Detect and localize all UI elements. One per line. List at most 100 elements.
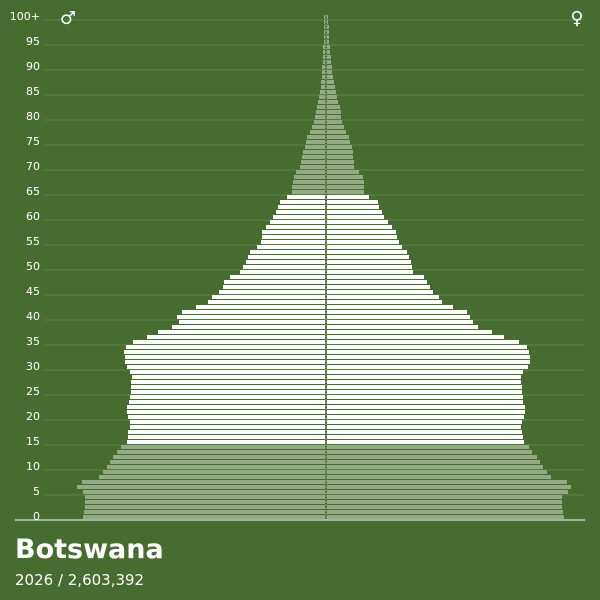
bar bbox=[327, 180, 364, 184]
bar bbox=[327, 145, 352, 149]
bar bbox=[327, 230, 396, 234]
bar bbox=[278, 205, 325, 209]
bar bbox=[315, 115, 325, 119]
bar bbox=[99, 475, 325, 479]
bar bbox=[327, 45, 330, 49]
bar bbox=[316, 110, 325, 114]
bar bbox=[327, 140, 350, 144]
bar bbox=[327, 130, 346, 134]
bar bbox=[300, 165, 325, 169]
bar bbox=[212, 295, 325, 299]
bar bbox=[327, 15, 328, 19]
bar bbox=[327, 310, 467, 314]
bar bbox=[327, 385, 522, 389]
bar bbox=[182, 310, 325, 314]
bar bbox=[126, 345, 325, 349]
bar bbox=[125, 360, 325, 364]
bar bbox=[131, 390, 325, 394]
bar bbox=[327, 465, 543, 469]
bar bbox=[302, 155, 325, 159]
bar bbox=[321, 80, 325, 84]
bar bbox=[110, 460, 325, 464]
bar bbox=[133, 340, 325, 344]
bar bbox=[327, 280, 427, 284]
y-tick-label: 5 bbox=[33, 485, 40, 498]
y-tick-label: 55 bbox=[26, 235, 40, 248]
bar bbox=[327, 40, 329, 44]
bar bbox=[327, 475, 551, 479]
bar bbox=[85, 495, 325, 499]
bar bbox=[327, 265, 412, 269]
bar bbox=[327, 285, 430, 289]
bar bbox=[327, 225, 392, 229]
bar bbox=[83, 490, 325, 494]
bar bbox=[324, 30, 325, 34]
bar bbox=[327, 325, 478, 329]
bar bbox=[327, 485, 571, 489]
y-tick-label: 70 bbox=[26, 160, 40, 173]
bar bbox=[327, 35, 329, 39]
bar bbox=[103, 470, 325, 474]
bar bbox=[324, 20, 325, 24]
bar bbox=[327, 205, 379, 209]
bar bbox=[322, 70, 325, 74]
bar bbox=[276, 210, 325, 214]
bar bbox=[317, 105, 325, 109]
bar bbox=[327, 75, 333, 79]
bar bbox=[327, 160, 354, 164]
bar bbox=[327, 375, 521, 379]
bar bbox=[294, 175, 325, 179]
bar bbox=[324, 25, 325, 29]
bar bbox=[327, 150, 353, 154]
bar bbox=[324, 15, 325, 19]
bar bbox=[323, 45, 325, 49]
bar bbox=[124, 350, 325, 354]
bar bbox=[117, 450, 325, 454]
bar bbox=[327, 210, 382, 214]
bar bbox=[113, 455, 325, 459]
bar bbox=[327, 390, 522, 394]
bar bbox=[327, 20, 328, 24]
bar bbox=[129, 400, 325, 404]
bar bbox=[327, 125, 344, 129]
bar bbox=[327, 80, 334, 84]
bar bbox=[127, 440, 325, 444]
bar bbox=[130, 370, 325, 374]
bar bbox=[261, 240, 325, 244]
bar bbox=[314, 120, 325, 124]
bar bbox=[322, 65, 325, 69]
bar bbox=[327, 155, 353, 159]
bar bbox=[327, 435, 523, 439]
bar bbox=[327, 495, 562, 499]
bar bbox=[327, 315, 470, 319]
bar bbox=[327, 430, 522, 434]
bar bbox=[322, 75, 325, 79]
bar bbox=[327, 445, 529, 449]
legend-entry: ♀ bbox=[570, 8, 583, 29]
bar bbox=[246, 260, 325, 264]
bar bbox=[327, 320, 473, 324]
bar bbox=[130, 425, 325, 429]
bar bbox=[292, 185, 325, 189]
bar bbox=[77, 485, 325, 489]
bar bbox=[327, 290, 433, 294]
bar bbox=[327, 305, 453, 309]
bar bbox=[307, 135, 325, 139]
bar bbox=[208, 300, 325, 304]
y-tick-label: 35 bbox=[26, 335, 40, 348]
bar bbox=[327, 110, 341, 114]
bar bbox=[327, 400, 523, 404]
bar bbox=[130, 395, 325, 399]
bar bbox=[158, 330, 325, 334]
bar bbox=[327, 260, 411, 264]
bar bbox=[327, 410, 525, 414]
y-tick-label: 45 bbox=[26, 285, 40, 298]
bar bbox=[327, 295, 439, 299]
bar bbox=[327, 235, 397, 239]
bar bbox=[327, 215, 384, 219]
bar bbox=[327, 240, 399, 244]
bar bbox=[262, 235, 325, 239]
bar bbox=[293, 180, 325, 184]
bar bbox=[248, 255, 325, 259]
